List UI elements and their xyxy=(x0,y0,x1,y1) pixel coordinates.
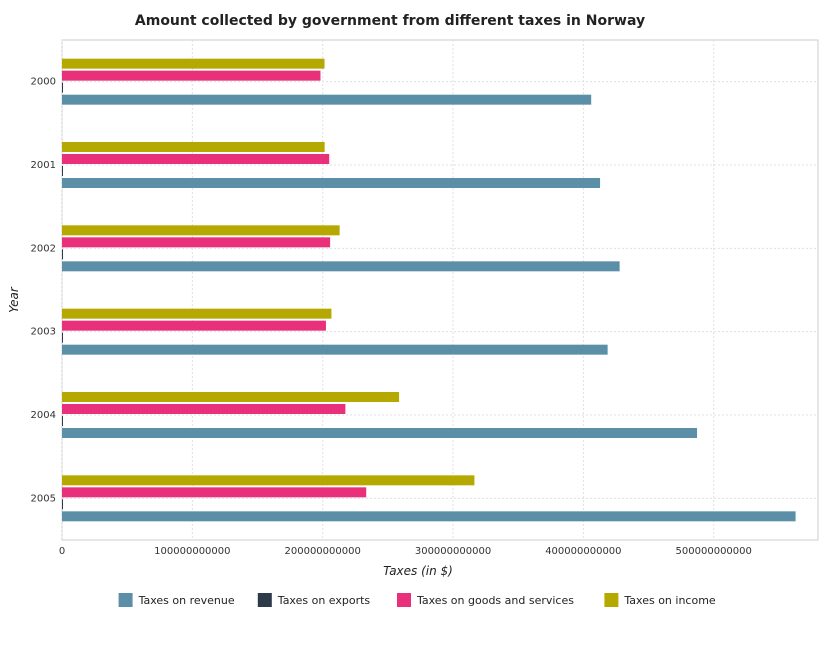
bars xyxy=(62,58,796,522)
bar xyxy=(62,404,346,414)
x-tick-label: 400000000000 xyxy=(545,546,621,557)
legend-swatch xyxy=(257,593,272,607)
y-tick-label: 2004 xyxy=(31,410,56,421)
legend-label: Taxes on revenue xyxy=(138,594,235,607)
y-tick-label: 2001 xyxy=(31,160,56,171)
bar xyxy=(62,249,63,260)
legend-label: Taxes on exports xyxy=(277,594,371,607)
bar xyxy=(62,499,63,510)
y-tick-label: 2003 xyxy=(31,327,56,338)
bar xyxy=(62,487,367,498)
y-tick-label: 2005 xyxy=(31,493,56,504)
x-tick-label: 100000000000 xyxy=(154,546,230,557)
legend-label: Taxes on income xyxy=(623,594,716,607)
bar xyxy=(62,475,475,486)
x-axis-label: Taxes (in $) xyxy=(383,564,453,578)
grid xyxy=(61,39,819,541)
x-tick-label: 500000000000 xyxy=(676,546,752,557)
bar xyxy=(62,154,330,164)
x-tick-label: 0 xyxy=(59,546,65,557)
bar xyxy=(62,237,331,248)
y-axis-label: Year xyxy=(7,286,21,313)
bar xyxy=(62,58,325,69)
bar xyxy=(62,511,796,522)
plot-area xyxy=(61,39,819,541)
legend-swatch xyxy=(604,593,619,607)
bar xyxy=(62,392,400,402)
bar xyxy=(62,344,608,355)
axes: 0 100000000000 200000000000 300000000000 400… xyxy=(31,77,752,557)
chart-title: Amount collected by government from diff… xyxy=(135,13,645,29)
bar xyxy=(62,166,63,176)
legend-swatch xyxy=(397,593,411,607)
bar xyxy=(62,332,63,343)
bar xyxy=(62,70,321,81)
y-tick-label: 2000 xyxy=(31,77,56,88)
y-tick-label: 2002 xyxy=(31,243,56,254)
bar xyxy=(62,320,326,331)
bar xyxy=(62,308,332,319)
bar xyxy=(62,261,620,272)
bar xyxy=(62,416,63,426)
bar xyxy=(62,225,340,236)
legend-swatch xyxy=(118,593,133,607)
bar xyxy=(62,178,601,188)
legend: Taxes on revenue Taxes on exports Taxes on… xyxy=(118,593,716,607)
bar xyxy=(62,94,592,105)
bar xyxy=(62,82,63,93)
x-tick-label: 200000000000 xyxy=(285,546,361,557)
bar xyxy=(62,142,325,152)
bar xyxy=(62,428,698,438)
x-tick-label: 300000000000 xyxy=(415,546,491,557)
legend-label: Taxes on goods and services xyxy=(416,594,574,607)
